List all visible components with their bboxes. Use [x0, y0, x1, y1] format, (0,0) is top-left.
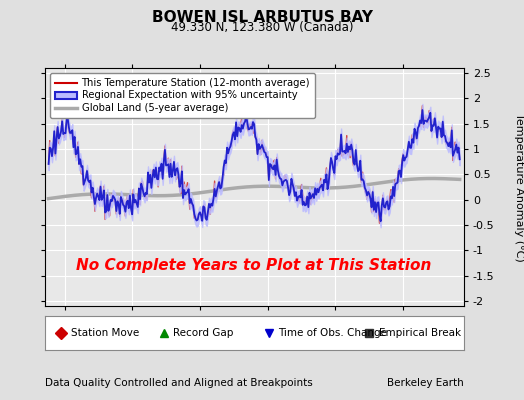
Text: Data Quality Controlled and Aligned at Breakpoints: Data Quality Controlled and Aligned at B…: [45, 378, 312, 388]
Text: Station Move: Station Move: [71, 328, 139, 338]
Text: BOWEN ISL ARBUTUS BAY: BOWEN ISL ARBUTUS BAY: [151, 10, 373, 25]
Text: No Complete Years to Plot at This Station: No Complete Years to Plot at This Statio…: [77, 258, 432, 273]
Text: Time of Obs. Change: Time of Obs. Change: [278, 328, 387, 338]
Text: Record Gap: Record Gap: [173, 328, 234, 338]
Text: Berkeley Earth: Berkeley Earth: [387, 378, 464, 388]
Y-axis label: Temperature Anomaly (°C): Temperature Anomaly (°C): [514, 113, 524, 261]
Text: Empirical Break: Empirical Break: [379, 328, 461, 338]
Text: 49.330 N, 123.380 W (Canada): 49.330 N, 123.380 W (Canada): [171, 21, 353, 34]
Legend: This Temperature Station (12-month average), Regional Expectation with 95% uncer: This Temperature Station (12-month avera…: [50, 73, 315, 118]
